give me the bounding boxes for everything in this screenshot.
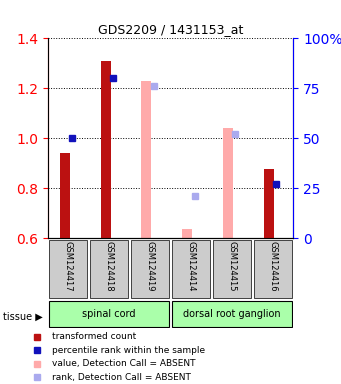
Text: GSM124414: GSM124414	[187, 241, 195, 292]
FancyBboxPatch shape	[49, 240, 87, 298]
Bar	[223, 128, 233, 238]
Bar	[101, 61, 110, 238]
Text: spinal cord: spinal cord	[83, 309, 136, 319]
FancyBboxPatch shape	[49, 301, 169, 327]
Text: tissue ▶: tissue ▶	[3, 312, 43, 322]
Bar	[264, 169, 274, 238]
FancyBboxPatch shape	[90, 240, 128, 298]
Bar	[142, 81, 151, 238]
Text: transformed count: transformed count	[53, 333, 137, 341]
Text: rank, Detection Call = ABSENT: rank, Detection Call = ABSENT	[53, 373, 191, 382]
Text: GSM124416: GSM124416	[268, 241, 277, 292]
Text: value, Detection Call = ABSENT: value, Detection Call = ABSENT	[53, 359, 196, 368]
FancyBboxPatch shape	[131, 240, 169, 298]
Text: GSM124415: GSM124415	[227, 241, 236, 292]
FancyBboxPatch shape	[172, 301, 292, 327]
FancyBboxPatch shape	[254, 240, 292, 298]
Text: GSM124419: GSM124419	[146, 241, 154, 292]
Bar	[182, 229, 192, 238]
Title: GDS2209 / 1431153_at: GDS2209 / 1431153_at	[98, 23, 243, 36]
Text: dorsal root ganglion: dorsal root ganglion	[183, 309, 281, 319]
FancyBboxPatch shape	[172, 240, 210, 298]
Bar	[60, 153, 70, 238]
FancyBboxPatch shape	[213, 240, 251, 298]
Text: percentile rank within the sample: percentile rank within the sample	[53, 346, 206, 355]
Text: GSM124417: GSM124417	[64, 241, 73, 292]
Text: GSM124418: GSM124418	[105, 241, 114, 292]
